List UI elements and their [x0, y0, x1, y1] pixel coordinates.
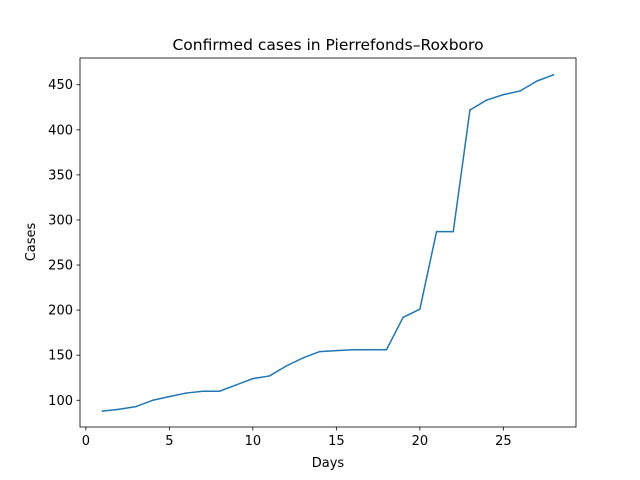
- y-tick-label: 150: [48, 349, 73, 364]
- data-point: [435, 230, 438, 233]
- x-tick-label: 0: [82, 434, 90, 449]
- chart-title: Confirmed cases in Pierrefonds–Roxboro: [172, 36, 483, 54]
- x-tick-label: 10: [245, 434, 262, 449]
- data-point: [185, 392, 187, 394]
- x-tick-label: 15: [328, 434, 345, 449]
- data-point: [502, 93, 505, 96]
- data-point: [469, 109, 471, 111]
- data-point: [268, 375, 271, 377]
- data-point: [552, 74, 555, 76]
- data-point: [519, 90, 521, 92]
- data-point: [118, 408, 120, 411]
- data-point: [235, 384, 237, 386]
- x-axis-label: Days: [312, 456, 345, 471]
- data-point: [485, 99, 488, 101]
- data-point: [135, 405, 137, 408]
- y-axis-label: Cases: [24, 222, 39, 261]
- x-tick-label: 20: [412, 434, 429, 449]
- data-point: [101, 410, 104, 412]
- data-point: [168, 395, 171, 398]
- y-tick-label: 100: [48, 394, 73, 409]
- data-point: [302, 357, 304, 359]
- data-point: [369, 349, 371, 351]
- x-tick-label: 5: [165, 434, 173, 449]
- y-tick-label: 450: [48, 78, 73, 93]
- data-point: [252, 377, 254, 380]
- series-layer: [101, 73, 555, 412]
- data-point: [201, 390, 204, 393]
- data-point: [385, 349, 388, 351]
- data-point: [419, 308, 421, 310]
- x-tick-label: 25: [495, 434, 512, 449]
- axes-frame: [79, 57, 577, 428]
- y-tick-label: 400: [48, 123, 73, 138]
- data-point: [218, 390, 221, 393]
- y-tick-label: 250: [48, 259, 73, 274]
- series-line: [101, 73, 555, 412]
- data-point: [285, 365, 287, 367]
- y-tick-label: 200: [48, 304, 73, 319]
- data-point: [452, 230, 455, 233]
- data-point: [335, 349, 338, 352]
- axes-background: [80, 58, 576, 427]
- data-point: [536, 80, 538, 82]
- data-point: [151, 399, 154, 402]
- data-point: [352, 349, 354, 351]
- data-point: [402, 316, 404, 319]
- y-tick-label: 300: [48, 213, 73, 228]
- y-tick-label: 350: [48, 168, 73, 183]
- x-axis-ticks: 0 5 10 15 20 25: [82, 427, 512, 449]
- data-point: [318, 350, 321, 353]
- plot-area: 0 5 10 15 20 25 100 150 200 250 300 350 400 450: [48, 57, 577, 449]
- y-axis-ticks: 100 150 200 250 300 350 400 450: [48, 78, 80, 409]
